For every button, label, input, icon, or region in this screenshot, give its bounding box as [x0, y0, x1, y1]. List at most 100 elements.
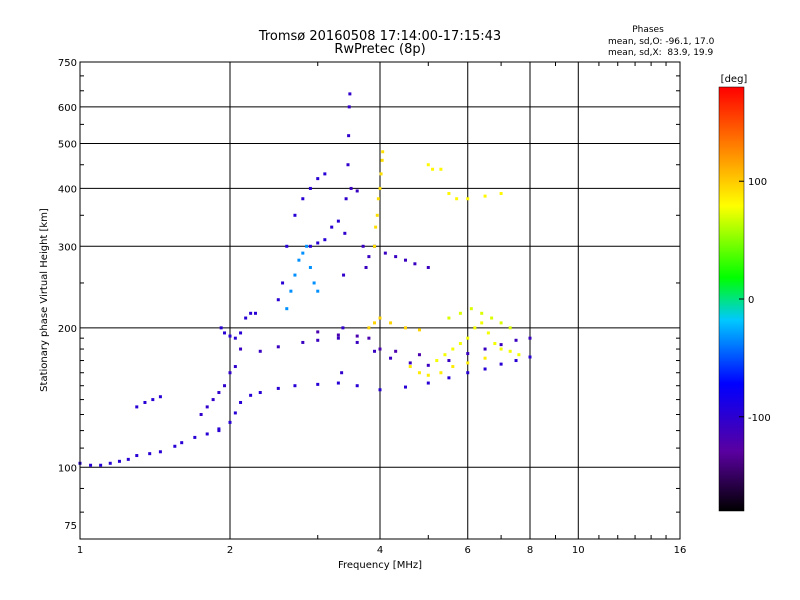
data-point [158, 395, 162, 399]
data-point [316, 338, 320, 342]
x-tick-label: 4 [377, 545, 383, 556]
data-point [301, 340, 305, 344]
data-point [408, 365, 412, 369]
chart-title: Tromsø 20160508 17:14:00-17:15:43 [258, 29, 501, 44]
data-point [258, 349, 262, 353]
data-point [249, 393, 253, 397]
data-point [355, 334, 359, 338]
data-point [394, 255, 398, 259]
y-tick-label: 750 [58, 58, 77, 69]
data-point [517, 353, 521, 357]
data-point [383, 251, 387, 255]
data-point [373, 321, 377, 325]
data-point [217, 391, 221, 395]
data-point [378, 388, 382, 392]
data-point [514, 338, 518, 342]
data-point [426, 373, 430, 377]
data-point [426, 265, 430, 269]
data-point [239, 400, 243, 404]
data-point [528, 336, 532, 340]
data-point [417, 353, 421, 357]
data-point [378, 316, 382, 320]
data-point [466, 371, 470, 375]
data-point [135, 405, 139, 409]
data-point [285, 244, 289, 248]
data-point [223, 331, 227, 335]
data-point [473, 326, 477, 330]
data-point [228, 334, 232, 338]
data-point [458, 342, 462, 346]
data-point [381, 150, 385, 154]
data-point [336, 333, 340, 337]
data-point [205, 405, 209, 409]
data-point [483, 347, 487, 351]
data-point [417, 371, 421, 375]
colorbar-tick-label: -100 [748, 413, 771, 424]
data-point [323, 172, 327, 176]
phase-mean-x: mean, sd,X: 83.9, 19.9 [608, 48, 714, 58]
data-point [126, 457, 130, 461]
data-point [364, 265, 368, 269]
data-point [316, 289, 320, 293]
data-point [233, 365, 237, 369]
data-point [451, 365, 455, 369]
data-point [330, 225, 334, 229]
data-point [367, 326, 371, 330]
data-point [426, 363, 430, 367]
data-point [347, 105, 351, 109]
data-point [276, 345, 280, 349]
tick-labels: 1 2 4 6 8 10 16 75 100 200 300 400 500 600 750 [58, 58, 686, 556]
data-point [490, 316, 494, 320]
data-point [374, 225, 378, 229]
data-point [233, 411, 237, 415]
x-tick-label: 2 [227, 545, 233, 556]
data-point [499, 347, 503, 351]
data-point [499, 192, 503, 196]
data-point [336, 381, 340, 385]
data-point [343, 231, 347, 235]
data-point [117, 459, 121, 463]
data-point [344, 197, 348, 201]
data-point [308, 244, 312, 248]
y-axis-label: Stationary phase Virtual Height [km] [39, 208, 50, 392]
data-point [483, 194, 487, 198]
y-tick-label: 100 [58, 463, 77, 474]
data-point [285, 307, 289, 311]
data-point [483, 356, 487, 360]
data-point [293, 384, 297, 388]
data-point [305, 244, 309, 248]
y-tick-label: 400 [58, 184, 77, 195]
data-point [403, 385, 407, 389]
data-point [378, 347, 382, 351]
data-point [499, 321, 503, 325]
data-point [394, 349, 398, 353]
data-point [199, 412, 203, 416]
data-point [389, 321, 393, 325]
data-point [373, 244, 377, 248]
plot-frame [79, 61, 681, 540]
data-point [439, 167, 443, 171]
data-point [340, 371, 344, 375]
data-point [308, 186, 312, 190]
data-point [426, 163, 430, 167]
data-point [276, 298, 280, 302]
data-point [233, 336, 237, 340]
data-point [499, 343, 503, 347]
data-point [336, 336, 340, 340]
y-tick-label: 200 [58, 324, 77, 335]
x-tick-label: 6 [465, 545, 471, 556]
phase-mean-o: mean, sd,O: -96.1, 17.0 [608, 37, 715, 47]
data-point [193, 435, 197, 439]
data-point [447, 316, 451, 320]
data-point [439, 371, 443, 375]
data-point [499, 362, 503, 366]
data-point [480, 321, 484, 325]
data-point [347, 134, 351, 138]
data-point [244, 316, 248, 320]
data-point [316, 330, 320, 334]
data-point [466, 352, 470, 356]
data-point [281, 281, 285, 285]
y-tick-label: 500 [58, 140, 77, 151]
data-point [466, 197, 470, 201]
data-point [293, 273, 297, 277]
